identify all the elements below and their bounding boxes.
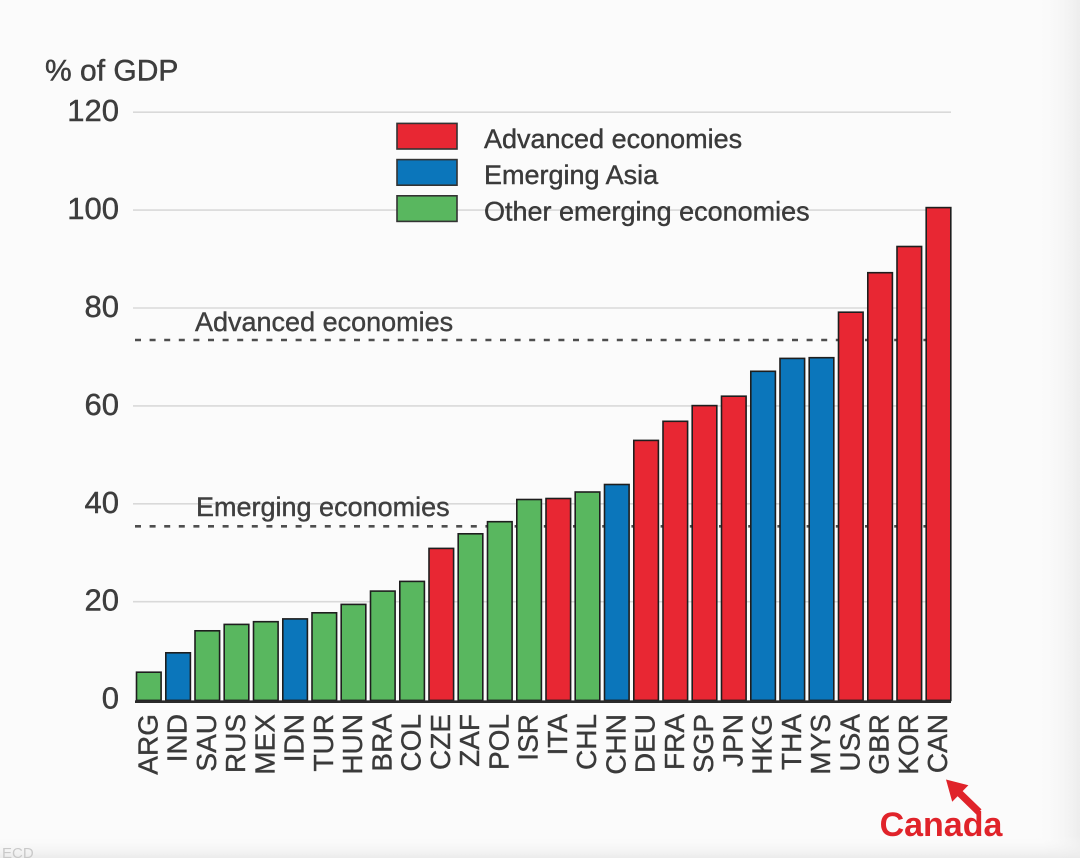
svg-text:80: 80 [85,289,119,324]
svg-text:GBR: GBR [864,714,895,775]
svg-text:JPN: JPN [717,714,748,767]
svg-text:SAU: SAU [191,714,222,772]
svg-text:IDN: IDN [279,714,310,762]
svg-text:ZAF: ZAF [454,714,485,767]
svg-text:DEU: DEU [630,714,661,773]
svg-text:IND: IND [162,714,193,762]
svg-text:MYS: MYS [805,714,836,775]
svg-text:120: 120 [67,93,119,128]
svg-text:100: 100 [67,191,119,226]
svg-text:40: 40 [85,485,119,520]
svg-text:60: 60 [85,387,119,422]
svg-text:KOR: KOR [893,714,924,775]
svg-text:HUN: HUN [337,714,368,775]
svg-text:CHL: CHL [571,714,602,770]
svg-text:MEX: MEX [249,714,280,775]
svg-text:CZE: CZE [425,714,456,770]
svg-text:ITA: ITA [542,714,573,756]
svg-text:ECD: ECD [2,845,34,858]
svg-text:COL: COL [396,714,427,772]
svg-text:THA: THA [776,714,807,770]
svg-text:20: 20 [85,583,119,618]
svg-text:HKG: HKG [747,714,778,775]
svg-text:Emerging Asia: Emerging Asia [484,160,659,190]
svg-text:CHN: CHN [600,714,631,775]
svg-text:Advanced economies: Advanced economies [195,307,453,337]
svg-text:SGP: SGP [688,714,719,773]
svg-text:Other emerging economies: Other emerging economies [484,196,810,226]
svg-text:FRA: FRA [659,714,690,770]
svg-text:ARG: ARG [132,714,163,775]
svg-text:POL: POL [483,714,514,770]
svg-text:Emerging economies: Emerging economies [196,492,450,522]
svg-text:ISR: ISR [513,714,544,761]
svg-text:CAN: CAN [922,714,953,773]
svg-text:Advanced economies: Advanced economies [484,124,742,154]
svg-text:0: 0 [102,681,119,716]
svg-text:% of GDP: % of GDP [45,55,178,88]
svg-text:Canada: Canada [880,806,1004,844]
svg-text:RUS: RUS [220,714,251,773]
svg-text:BRA: BRA [366,714,397,772]
svg-text:TUR: TUR [308,714,339,772]
svg-text:USA: USA [834,714,865,772]
